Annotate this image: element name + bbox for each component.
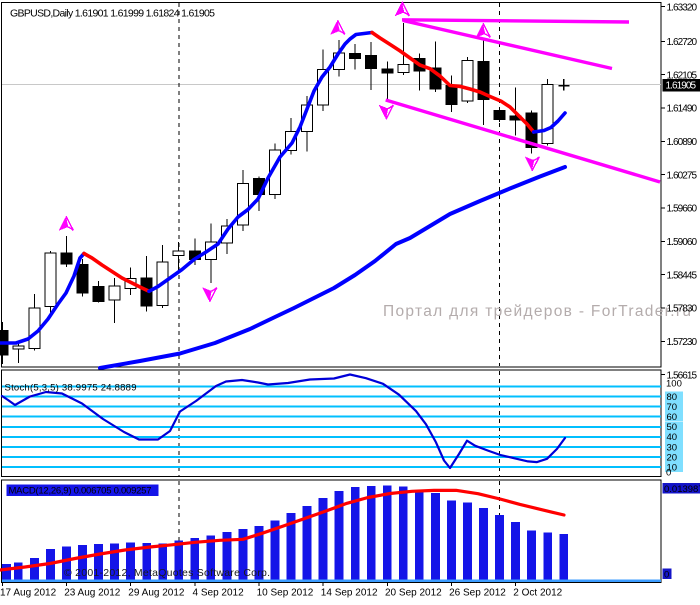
svg-text:23 Aug 2012: 23 Aug 2012: [64, 588, 121, 599]
svg-text:Stoch(5,3,5) 38.9975 24.8889: Stoch(5,3,5) 38.9975 24.8889: [5, 383, 137, 394]
svg-text:1.62720: 1.62720: [667, 37, 698, 48]
svg-text:1.58445: 1.58445: [667, 270, 698, 281]
svg-text:0: 0: [664, 569, 669, 580]
svg-text:1.61905: 1.61905: [666, 81, 697, 92]
svg-text:GBPUSD,Daily 1.61901 1.61999: GBPUSD,Daily 1.61901 1.61999 1.61824 1.6…: [10, 8, 215, 20]
svg-text:14 Sep 2012: 14 Sep 2012: [321, 588, 378, 599]
svg-text:2 Oct 2012: 2 Oct 2012: [513, 588, 562, 599]
svg-text:0: 0: [666, 467, 671, 478]
svg-text:1.57230: 1.57230: [667, 337, 698, 348]
svg-text:20 Sep 2012: 20 Sep 2012: [385, 588, 442, 599]
svg-text:1.61490: 1.61490: [667, 104, 698, 115]
svg-text:1.59060: 1.59060: [667, 237, 698, 248]
svg-text:© 2001-2012, MetaQuotes Softwa: © 2001-2012, MetaQuotes Software Corp.: [64, 567, 270, 579]
svg-text:1.59660: 1.59660: [667, 204, 698, 215]
svg-text:100: 100: [666, 379, 682, 390]
svg-text:MACD(12,26,9) 0.006705 0.00925: MACD(12,26,9) 0.006705 0.009257: [9, 486, 152, 497]
svg-text:1.60275: 1.60275: [667, 170, 698, 181]
svg-text:17 Aug 2012: 17 Aug 2012: [0, 588, 57, 599]
svg-text:1.60890: 1.60890: [667, 137, 698, 148]
svg-text:1.57830: 1.57830: [667, 304, 698, 315]
svg-text:10 Sep 2012: 10 Sep 2012: [257, 588, 314, 599]
svg-text:Портал для трейдеров - ForTrad: Портал для трейдеров - ForTrader.ru: [383, 303, 691, 320]
svg-text:26 Sep 2012: 26 Sep 2012: [449, 588, 506, 599]
svg-text:29 Aug 2012: 29 Aug 2012: [128, 588, 185, 599]
svg-text:4 Sep 2012: 4 Sep 2012: [193, 588, 245, 599]
svg-text:0.013987: 0.013987: [664, 484, 700, 495]
svg-text:1.63320: 1.63320: [667, 2, 698, 13]
